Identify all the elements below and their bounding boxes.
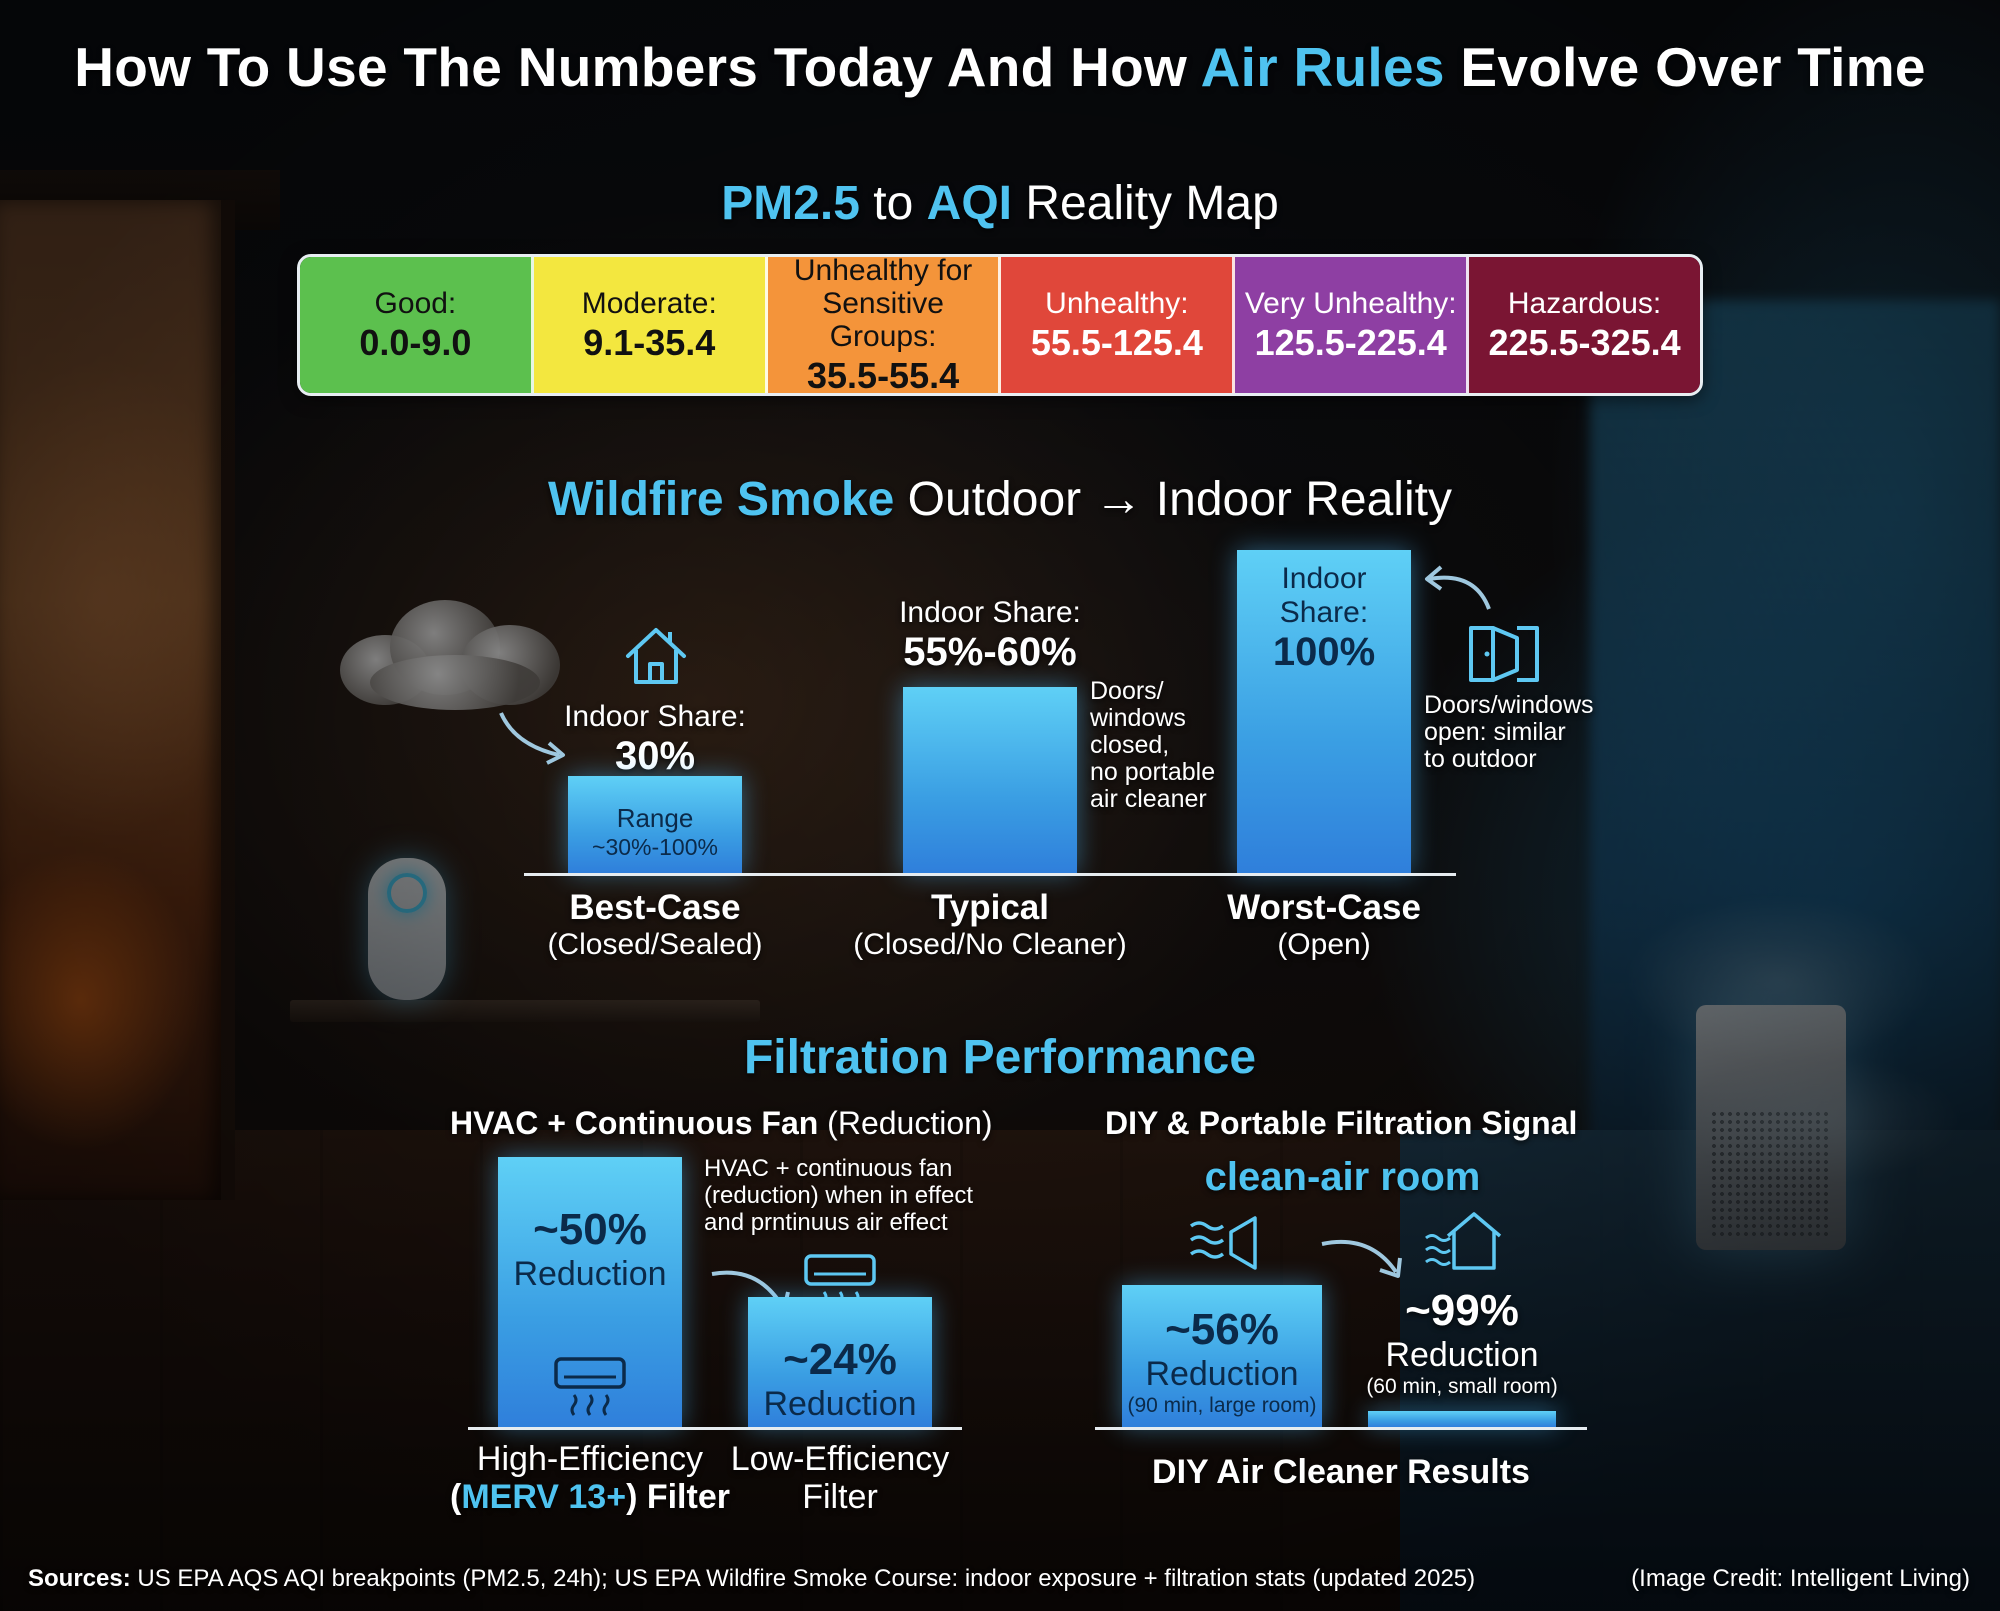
aqi-range: 125.5-225.4: [1254, 321, 1447, 363]
reduction-pct: ~50%: [533, 1205, 647, 1254]
hvac-baseline: [468, 1427, 962, 1430]
category-sub: (Open): [1277, 928, 1371, 961]
reduction-label: Reduction: [1385, 1336, 1539, 1374]
aqi-cell-very-unhealthy: Very Unhealthy: 125.5-225.4: [1235, 257, 1470, 393]
fan-filter-icon: [1189, 1216, 1257, 1270]
aqi-range: 55.5-125.4: [1030, 321, 1203, 363]
bar-diy-large-room: [1122, 1285, 1322, 1427]
aqi-cell-unhealthy: Unhealthy: 55.5-125.4: [1001, 257, 1236, 393]
diy-heading: DIY & Portable Filtration Signal: [1105, 1105, 1578, 1141]
share-label: Indoor Share:: [564, 700, 746, 733]
aqi-label: Hazardous:: [1507, 286, 1662, 320]
bar-diy-small-room: [1368, 1411, 1556, 1427]
share-value: 30%: [614, 734, 696, 778]
aqi-cell-moderate: Moderate: 9.1-35.4: [533, 257, 768, 393]
range-value: ~30%-100%: [592, 834, 718, 860]
bar-low-efficiency: [748, 1297, 932, 1427]
reduction-label: Reduction: [1145, 1355, 1299, 1393]
category-label: High-Efficiency (MERV 13+) Filter: [450, 1440, 730, 1516]
cloud-icon: [330, 580, 570, 720]
sources-line: Sources: US EPA AQS AQI breakpoints (PM2…: [28, 1565, 1476, 1592]
aqi-map-title: PM2.5 to AQI Reality Map: [721, 177, 1279, 230]
reduction-label: Reduction: [513, 1255, 667, 1293]
aqi-range: 35.5-55.4: [807, 354, 960, 396]
bar-best-case: [568, 776, 742, 873]
share-label: Indoor Share:: [899, 596, 1081, 629]
aqi-range: 9.1-35.4: [583, 321, 716, 363]
typical-note: Doors/ windows closed, no portable air c…: [1090, 677, 1216, 813]
aqi-cell-hazardous: Hazardous: 225.5-325.4: [1469, 257, 1700, 393]
aqi-category-band: Good: 0.0-9.0 Moderate: 9.1-35.4 Unhealt…: [297, 254, 1703, 396]
filtration-title: Filtration Performance: [743, 1031, 1257, 1084]
share-label: Indoor Share:: [1279, 562, 1369, 629]
diy-baseline: [1095, 1427, 1587, 1430]
reduction-detail: (60 min, small room): [1366, 1375, 1558, 1398]
category-sub: (Closed/Sealed): [547, 928, 763, 961]
arrow-icon: [499, 712, 565, 765]
aqi-range: 225.5-325.4: [1488, 321, 1681, 363]
diy-subheading: clean-air room: [1204, 1155, 1481, 1199]
category-sub: (Closed/No Cleaner): [853, 928, 1127, 961]
aqi-label: Moderate:: [581, 286, 717, 320]
page-title: How To Use The Numbers Today And How Air…: [74, 36, 1926, 98]
aqi-cell-sensitive: Unhealthy for Sensitive Groups: 35.5-55.…: [767, 254, 1002, 393]
reduction-pct: ~56%: [1165, 1305, 1279, 1354]
aqi-range: 0.0-9.0: [359, 321, 472, 363]
reduction-pct: ~24%: [783, 1335, 897, 1384]
category-label: Low-Efficiency Filter: [730, 1440, 950, 1516]
aqi-cell-good: Good: 0.0-9.0: [300, 257, 534, 393]
bar-worst-case: [1237, 550, 1411, 873]
category-label: Worst-Case: [1227, 888, 1421, 927]
bar-typical: [903, 687, 1077, 873]
reduction-pct: ~99%: [1405, 1286, 1519, 1335]
share-value: 100%: [1272, 630, 1376, 674]
category-label: Best-Case: [569, 888, 741, 927]
wildfire-title: Wildfire Smoke Outdoor → Indoor Reality: [548, 473, 1452, 526]
reduction-detail: (90 min, large room): [1127, 1394, 1317, 1417]
bar-high-efficiency: [498, 1157, 682, 1427]
arrow-icon: [1425, 565, 1491, 610]
air-conditioner-icon: [554, 1357, 626, 1416]
hvac-note: HVAC + continuous fan (reduction) when i…: [704, 1155, 974, 1236]
category-label: Typical: [930, 888, 1049, 927]
house-icon: [626, 628, 686, 684]
aqi-label: Unhealthy for Sensitive Groups:: [793, 254, 973, 353]
aqi-label: Very Unhealthy:: [1244, 286, 1457, 320]
arrow-icon: [1321, 1239, 1402, 1278]
clean-room-house-icon: [1425, 1212, 1502, 1270]
aqi-label: Unhealthy:: [1045, 286, 1189, 320]
wildfire-baseline: [524, 873, 1456, 876]
worst-note: Doors/windows open: similar to outdoor: [1424, 691, 1594, 773]
aqi-label: Good:: [374, 286, 457, 320]
hvac-heading: HVAC + Continuous Fan (Reduction): [450, 1105, 993, 1141]
reduction-label: Reduction: [763, 1385, 917, 1423]
range-label: Range: [616, 803, 694, 833]
share-value: 55%-60%: [903, 630, 1077, 674]
door-icon: [1469, 626, 1539, 682]
diy-caption: DIY Air Cleaner Results: [1152, 1453, 1530, 1491]
image-credit: (Image Credit: Intelligent Living): [1631, 1565, 1970, 1592]
